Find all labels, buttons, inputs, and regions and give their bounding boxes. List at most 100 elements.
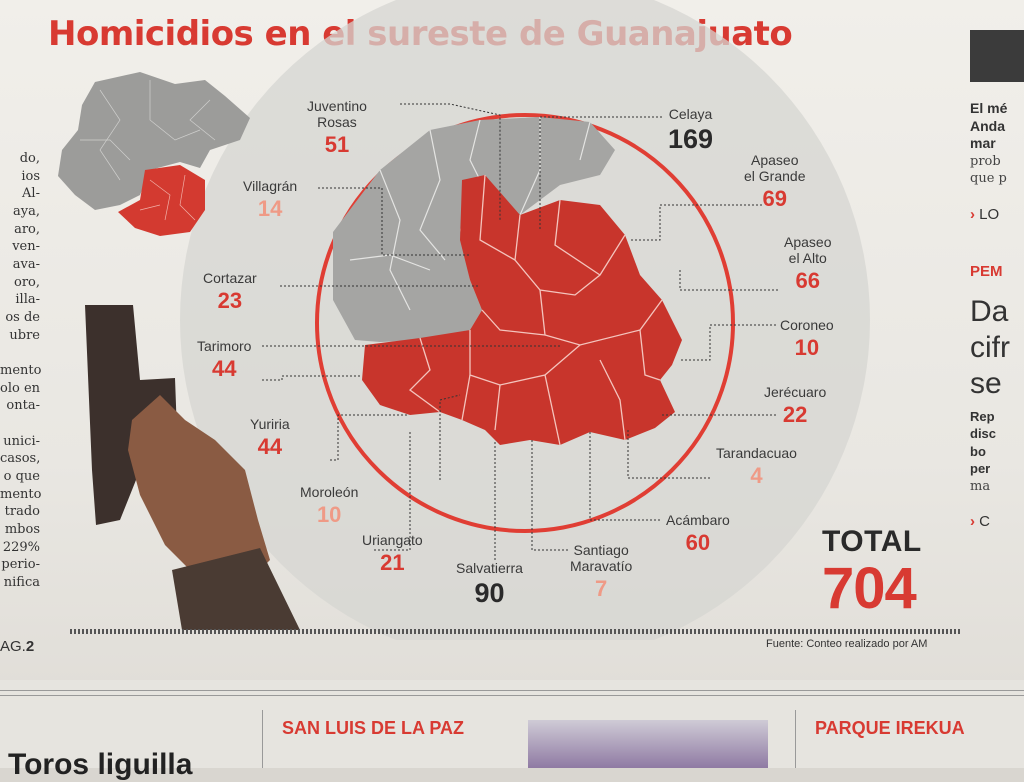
municipality-name: Jerécuaro (764, 384, 827, 400)
label-apaseo-el-grande: Apaseo el Grande 69 (744, 152, 805, 211)
homicide-count: 7 (595, 576, 608, 602)
right-sub-line: per (970, 461, 991, 477)
homicide-count: 169 (668, 124, 714, 155)
right-title-line: El mé (970, 100, 1008, 116)
total-label: TOTAL (822, 525, 922, 558)
homicide-count: 22 (782, 402, 808, 428)
page-ref-number: 2 (25, 638, 35, 655)
next-section-strip: Toros liguilla SAN LUIS DE LA PAZ PARQUE… (0, 680, 1024, 781)
label-juventino-rosas: Juventino Rosas 51 (307, 98, 367, 157)
article-fragment-line: do, (19, 151, 40, 166)
municipality-name: Tarimoro (197, 338, 252, 354)
right-tail-line: ma (970, 478, 991, 494)
article-fragment-line: unici- (3, 433, 40, 449)
article-fragment-line: nifica (3, 575, 40, 591)
municipality-name: el Alto (788, 250, 827, 267)
news-photo (528, 720, 768, 768)
article-fragment-line: onta- (6, 398, 40, 414)
right-link-label: LO (979, 205, 1000, 223)
article-fragment-line: trado (4, 504, 40, 520)
article-fragment-line: aya, (13, 204, 40, 220)
article-fragment-line: Al- (22, 186, 40, 202)
label-salvatierra: Salvatierra 90 (456, 560, 523, 609)
label-apaseo-el-alto: Apaseo el Alto 66 (784, 234, 831, 293)
label-jerecuaro: Jerécuaro 22 (764, 384, 826, 427)
article-fragment-line: ios (21, 168, 40, 184)
homicide-count: 23 (217, 288, 243, 314)
label-celaya: Celaya 169 (668, 106, 713, 155)
article-fragment-line: 229% (2, 539, 40, 555)
article-fragment-line: mento (0, 486, 42, 502)
right-headline-line: cifr (970, 330, 1010, 364)
municipality-name: Maravatío (570, 558, 633, 575)
municipality-name: Yuriria (250, 416, 290, 432)
column-separator (795, 710, 796, 768)
homicide-count: 51 (324, 132, 350, 158)
homicide-count: 44 (257, 434, 283, 460)
right-sub-line: bo (970, 443, 986, 459)
article-fragment-line (0, 344, 40, 362)
municipality-name: Acámbaro (666, 512, 730, 528)
right-title-line: mar (970, 135, 996, 151)
right-body-line: que p (970, 171, 1007, 187)
homicide-count: 44 (211, 356, 237, 382)
homicide-count: 14 (257, 196, 283, 222)
label-yuriria: Yuriria 44 (250, 416, 290, 459)
homicide-count: 69 (762, 186, 787, 212)
total-value: 704 (822, 556, 917, 621)
label-acambaro: Acámbaro 60 (666, 512, 730, 555)
article-fragment-line: o que (3, 469, 40, 485)
municipality-name: Uriangato (362, 532, 423, 548)
right-link[interactable]: › LO (970, 206, 1024, 223)
article-fragment-line (0, 415, 40, 433)
municipality-name: Celaya (668, 106, 713, 122)
red-borders (409, 174, 663, 446)
chevron-right-icon: › (970, 205, 975, 223)
municipality-name: Salvatierra (456, 560, 523, 576)
infographic: Homicidios en el sureste de Guanajuato (48, 14, 960, 650)
left-column-text: do, ios Al-aya, aro, ven-ava-oro, illa-os de u… (0, 150, 42, 592)
homicide-count: 10 (316, 502, 342, 528)
municipality-name: Moroleón (300, 484, 359, 500)
homicide-count: 90 (474, 578, 505, 609)
right-sub-line: Rep (970, 408, 995, 424)
right-column-photo (970, 30, 1024, 82)
section-title-left: SAN LUIS DE LA PAZ (282, 718, 465, 738)
label-uriangato: Uriangato 21 (362, 532, 423, 575)
homicide-count: 4 (750, 463, 763, 489)
headline-left: Toros liguilla (8, 748, 193, 781)
homicide-count: 10 (794, 335, 820, 361)
municipality-name: Cortazar (203, 270, 257, 286)
right-column: El mé Anda mar prob que p › LO PEM Da ci… (970, 30, 1024, 670)
gun-and-hand-illustration (85, 305, 300, 630)
leader-lines (262, 103, 778, 560)
right-body-line: prob (970, 153, 1001, 169)
chevron-right-icon: › (970, 513, 975, 531)
right-link-2[interactable]: › C (970, 513, 1024, 530)
section-rule (0, 690, 1024, 696)
article-fragment-line: olo en (0, 380, 41, 396)
map-graphic (58, 72, 778, 630)
right-link-2-label: C (979, 513, 991, 531)
source-note: Fuente: Conteo realizado por AM (766, 638, 928, 650)
article-fragment-line: casos, (0, 451, 41, 467)
article-fragment-line: perio- (1, 557, 40, 573)
right-sub-line: disc (970, 426, 997, 442)
municipality-name: el Grande (744, 168, 806, 185)
highlight-circle (315, 113, 735, 533)
southeast-municipalities (362, 175, 682, 445)
column-separator (262, 710, 263, 768)
municipality-name: Villagrán (243, 178, 298, 194)
article-fragment-line: aro, (14, 221, 40, 237)
article-fragment-line: ven- (12, 239, 40, 255)
article-fragment-line: illa- (15, 292, 40, 308)
label-tarimoro: Tarimoro 44 (197, 338, 251, 381)
neighbor-municipalities (333, 117, 615, 342)
label-villagran: Villagrán 14 (243, 178, 297, 221)
gray-borders (349, 117, 591, 311)
article-fragment-line: mento (0, 363, 42, 379)
municipality-name: Coroneo (780, 317, 834, 333)
right-title-line: Anda (970, 117, 1005, 134)
label-cortazar: Cortazar 23 (203, 270, 257, 313)
